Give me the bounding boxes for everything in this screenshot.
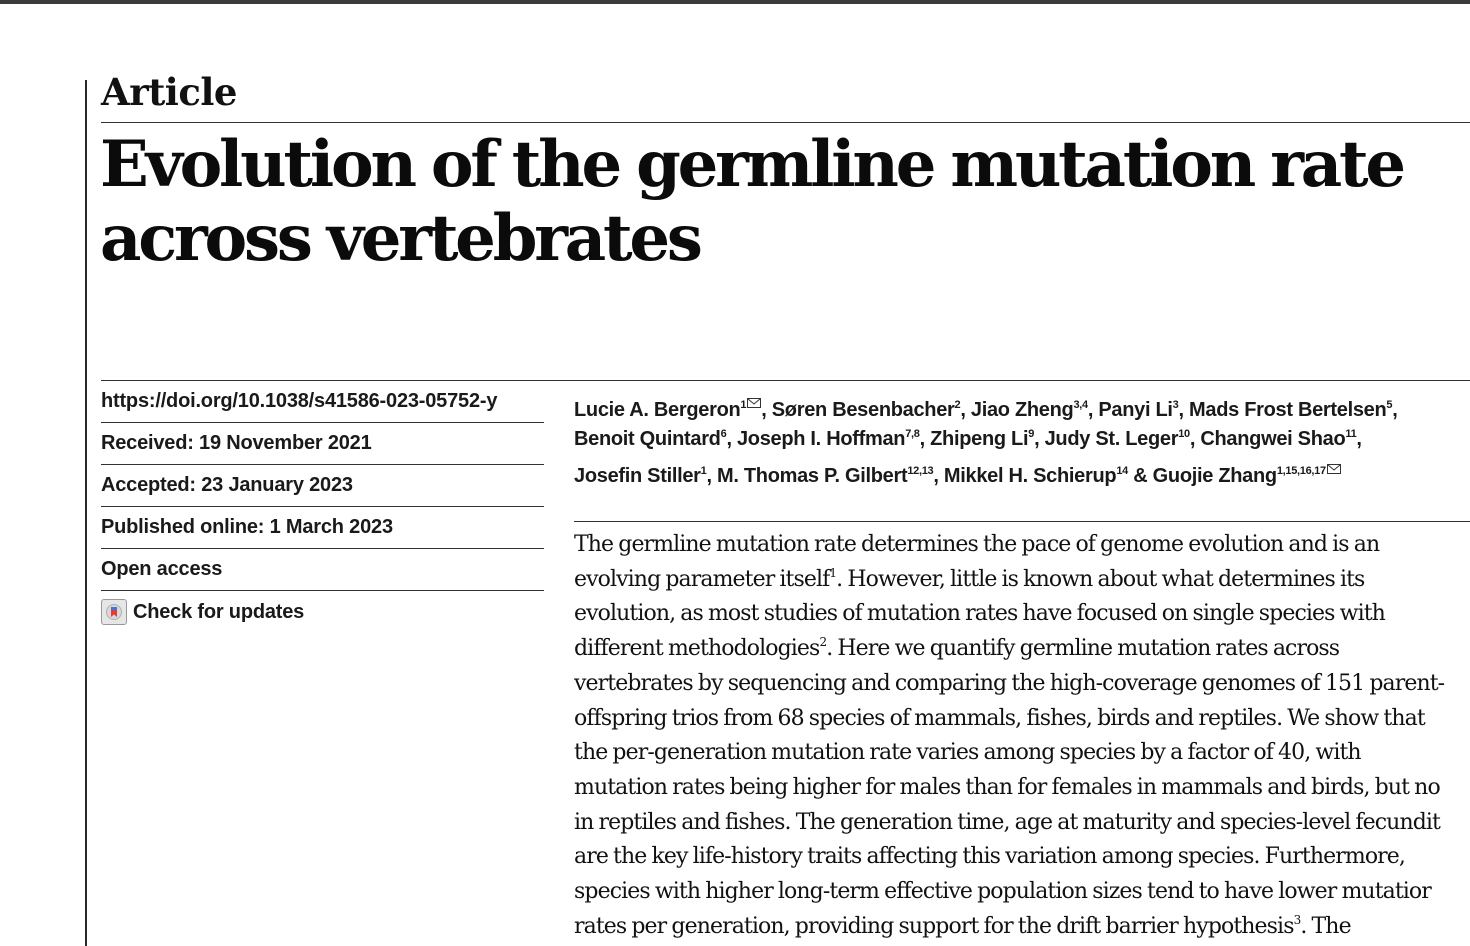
author-name[interactable]: Guojie Zhang	[1152, 465, 1277, 487]
author-name[interactable]: Judy St. Leger	[1044, 428, 1179, 450]
affiliation-number[interactable]: 3	[1172, 399, 1179, 411]
author-separator: ,	[1392, 399, 1398, 421]
abstract-divider	[574, 521, 1470, 522]
author-separator: &	[1127, 465, 1153, 487]
affiliation-number[interactable]: 9	[1028, 428, 1035, 440]
author-line: Lucie A. Bergeron1, Søren Besenbacher2, …	[574, 388, 1464, 425]
author-separator: ,	[761, 399, 772, 421]
open-access-label: Open access	[101, 549, 544, 591]
abstract-text: in reptiles and fishes. The generation t…	[574, 809, 1441, 835]
author-separator: ,	[1189, 428, 1201, 450]
author-list: Lucie A. Bergeron1, Søren Besenbacher2, …	[574, 388, 1464, 491]
affiliation-number[interactable]: 3,4	[1073, 399, 1088, 411]
abstract-line: the per-generation mutation rate varies …	[574, 736, 1470, 771]
author-separator: ,	[960, 399, 971, 421]
author-name[interactable]: Changwei Shao	[1200, 428, 1346, 450]
author-line: Josefin Stiller1, M. Thomas P. Gilbert12…	[574, 454, 1464, 491]
abstract-line: mutation rates being higher for males th…	[574, 771, 1470, 806]
abstract-text: evolving parameter itself	[574, 566, 830, 592]
check-for-updates-label: Check for updates	[133, 600, 305, 623]
affiliation-number[interactable]: 14	[1116, 465, 1128, 477]
window-top-border	[0, 0, 1470, 4]
abstract-text: vertebrates by sequencing and comparing …	[574, 670, 1445, 696]
author-name[interactable]: Mikkel H. Schierup	[943, 465, 1117, 487]
abstract-line: are the key life-history traits affectin…	[574, 840, 1470, 875]
author-name[interactable]: Jiao Zheng	[970, 399, 1074, 421]
citation-reference[interactable]: 2	[819, 635, 827, 650]
article-type-label: Article	[101, 70, 237, 114]
author-name[interactable]: Josefin Stiller	[574, 465, 701, 487]
author-name[interactable]: Søren Besenbacher	[771, 399, 955, 421]
abstract-text: offspring trios from 68 species of mamma…	[574, 705, 1426, 731]
abstract-line: rates per generation, providing support …	[574, 910, 1470, 945]
abstract-text: different methodologies	[574, 636, 820, 662]
left-margin-rule	[85, 80, 87, 946]
author-separator: ,	[919, 428, 931, 450]
email-icon[interactable]	[747, 388, 762, 417]
author-name[interactable]: Panyi Li	[1098, 399, 1173, 421]
author-name[interactable]: Joseph I. Hoffman	[736, 428, 906, 450]
affiliation-number[interactable]: 6	[720, 428, 727, 440]
check-for-updates-button[interactable]: Check for updates	[101, 591, 544, 633]
abstract-line: vertebrates by sequencing and comparing …	[574, 667, 1470, 702]
article-title: Evolution of the germline mutation rate …	[100, 128, 1460, 276]
author-separator: ,	[1356, 428, 1362, 450]
abstract-text: evolution, as most studies of mutation r…	[574, 601, 1386, 627]
author-name[interactable]: Benoit Quintard	[574, 428, 721, 450]
abstract-line: different methodologies2. Here we quanti…	[574, 632, 1470, 667]
doi-link[interactable]: https://doi.org/10.1038/s41586-023-05752…	[101, 381, 544, 423]
title-line: Evolution of the germline mutation rate	[100, 127, 1406, 202]
abstract-line: species with higher long-term effective …	[574, 875, 1470, 910]
author-name[interactable]: Zhipeng Li	[930, 428, 1029, 450]
abstract-line: offspring trios from 68 species of mamma…	[574, 702, 1470, 737]
abstract-text: The germline mutation rate determines th…	[574, 532, 1380, 557]
abstract-line: in reptiles and fishes. The generation t…	[574, 806, 1470, 841]
metadata-divider	[101, 380, 1470, 381]
author-separator: ,	[1087, 399, 1099, 421]
author-separator: ,	[706, 465, 717, 487]
title-line: across vertebrates	[100, 201, 703, 276]
published-date: Published online: 1 March 2023	[101, 507, 544, 549]
author-name[interactable]: Lucie A. Bergeron	[574, 399, 741, 421]
abstract-text: species with higher long-term effective …	[574, 879, 1432, 905]
abstract-line: evolution, as most studies of mutation r…	[574, 597, 1470, 632]
affiliation-number[interactable]: 10	[1178, 428, 1190, 440]
affiliation-number[interactable]: 11	[1345, 428, 1357, 440]
affiliation-number[interactable]: 1	[740, 399, 747, 411]
header-divider	[101, 122, 1470, 123]
affiliation-number[interactable]: 1	[700, 465, 707, 477]
abstract: The germline mutation rate determines th…	[574, 528, 1470, 944]
affiliation-number[interactable]: 5	[1386, 399, 1393, 411]
affiliation-number[interactable]: 1,15,16,17	[1276, 465, 1326, 477]
affiliation-number[interactable]: 7,8	[905, 428, 920, 440]
crossmark-icon	[101, 599, 127, 625]
affiliation-number[interactable]: 12,13	[907, 465, 934, 477]
author-separator: ,	[933, 465, 944, 487]
author-name[interactable]: Mads Frost Bertelsen	[1189, 399, 1387, 421]
abstract-text: . However, little is known about what de…	[836, 566, 1365, 592]
author-separator: ,	[1178, 399, 1190, 421]
author-separator: ,	[726, 428, 737, 450]
abstract-line: The germline mutation rate determines th…	[574, 528, 1470, 563]
abstract-text: . The	[1300, 913, 1351, 939]
article-metadata: https://doi.org/10.1038/s41586-023-05752…	[101, 381, 544, 633]
abstract-text: . Here we quantify germline mutation rat…	[826, 636, 1340, 662]
abstract-text: rates per generation, providing support …	[574, 913, 1294, 939]
accepted-date: Accepted: 23 January 2023	[101, 465, 544, 507]
affiliation-number[interactable]: 2	[954, 399, 961, 411]
abstract-text: are the key life-history traits affectin…	[574, 844, 1406, 870]
author-line: Benoit Quintard6, Joseph I. Hoffman7,8, …	[574, 425, 1464, 454]
citation-reference[interactable]: 3	[1293, 912, 1302, 927]
citation-reference[interactable]: 1	[829, 565, 837, 580]
abstract-text: mutation rates being higher for males th…	[574, 774, 1441, 800]
email-icon[interactable]	[1326, 454, 1341, 483]
abstract-text: the per-generation mutation rate varies …	[574, 740, 1362, 766]
abstract-line: evolving parameter itself1. However, lit…	[574, 563, 1470, 598]
received-date: Received: 19 November 2021	[101, 423, 544, 465]
author-name[interactable]: M. Thomas P. Gilbert	[717, 465, 908, 487]
author-separator: ,	[1034, 428, 1045, 450]
